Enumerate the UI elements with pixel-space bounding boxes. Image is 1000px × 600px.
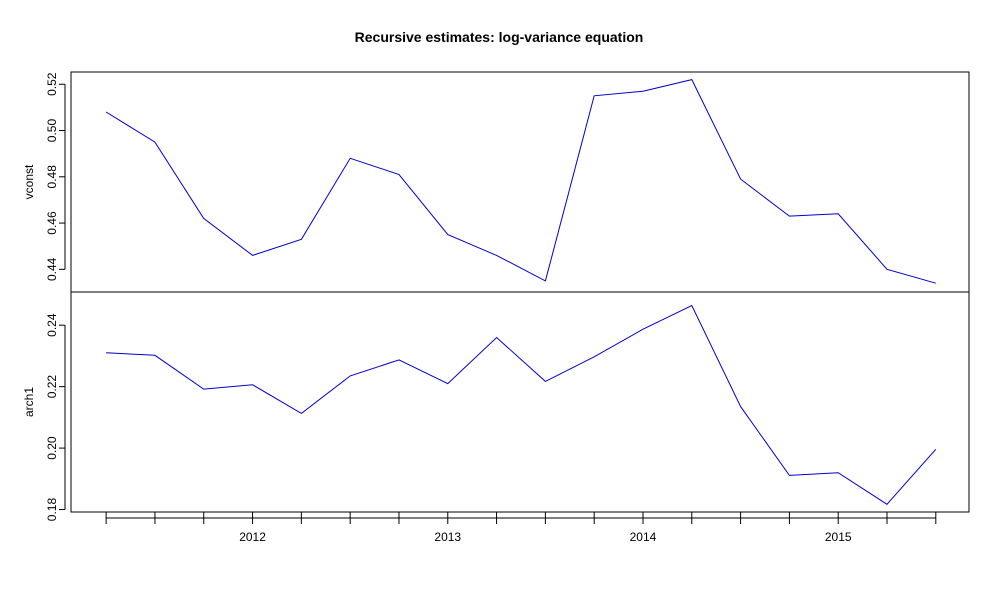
- y-tick-label-vconst: 0.52: [45, 72, 59, 96]
- y-tick-label-arch1: 0.22: [45, 375, 59, 399]
- y-tick-label-vconst: 0.44: [45, 257, 59, 281]
- y-tick-label-vconst: 0.50: [45, 119, 59, 143]
- y-tick-label-vconst: 0.48: [45, 165, 59, 189]
- x-tick-label: 2014: [630, 530, 657, 544]
- series-line-arch1: [106, 304, 937, 505]
- panel-vconst-frame: [70, 71, 970, 293]
- y-tick-label-arch1: 0.24: [45, 313, 59, 337]
- y-tick-label-arch1: 0.20: [45, 436, 59, 460]
- y-axis-arch1: 0.18 0.20 0.22 0.24: [45, 313, 66, 522]
- y-tick-label-arch1: 0.18: [45, 498, 59, 522]
- series-line-vconst: [105, 79, 936, 284]
- panel-arch1: 0.18 0.20 0.22 0.24 arch1: [22, 291, 970, 522]
- y-axis-vconst: 0.44 0.46 0.48 0.50 0.52: [45, 72, 66, 281]
- chart-title: Recursive estimates: log-variance equati…: [355, 29, 644, 45]
- x-axis: 2012 2013 2014 2015: [105, 512, 937, 544]
- panel-arch1-frame: [70, 291, 970, 513]
- y-tick-label-vconst: 0.46: [45, 211, 59, 235]
- y-axis-title-arch1: arch1: [22, 387, 36, 417]
- x-tick-label: 2012: [239, 530, 266, 544]
- panel-vconst: 0.44 0.46 0.48 0.50 0.52 vconst: [22, 71, 970, 293]
- x-tick-label: 2015: [825, 530, 852, 544]
- y-axis-title-vconst: vconst: [22, 164, 36, 199]
- x-tick-label: 2013: [434, 530, 461, 544]
